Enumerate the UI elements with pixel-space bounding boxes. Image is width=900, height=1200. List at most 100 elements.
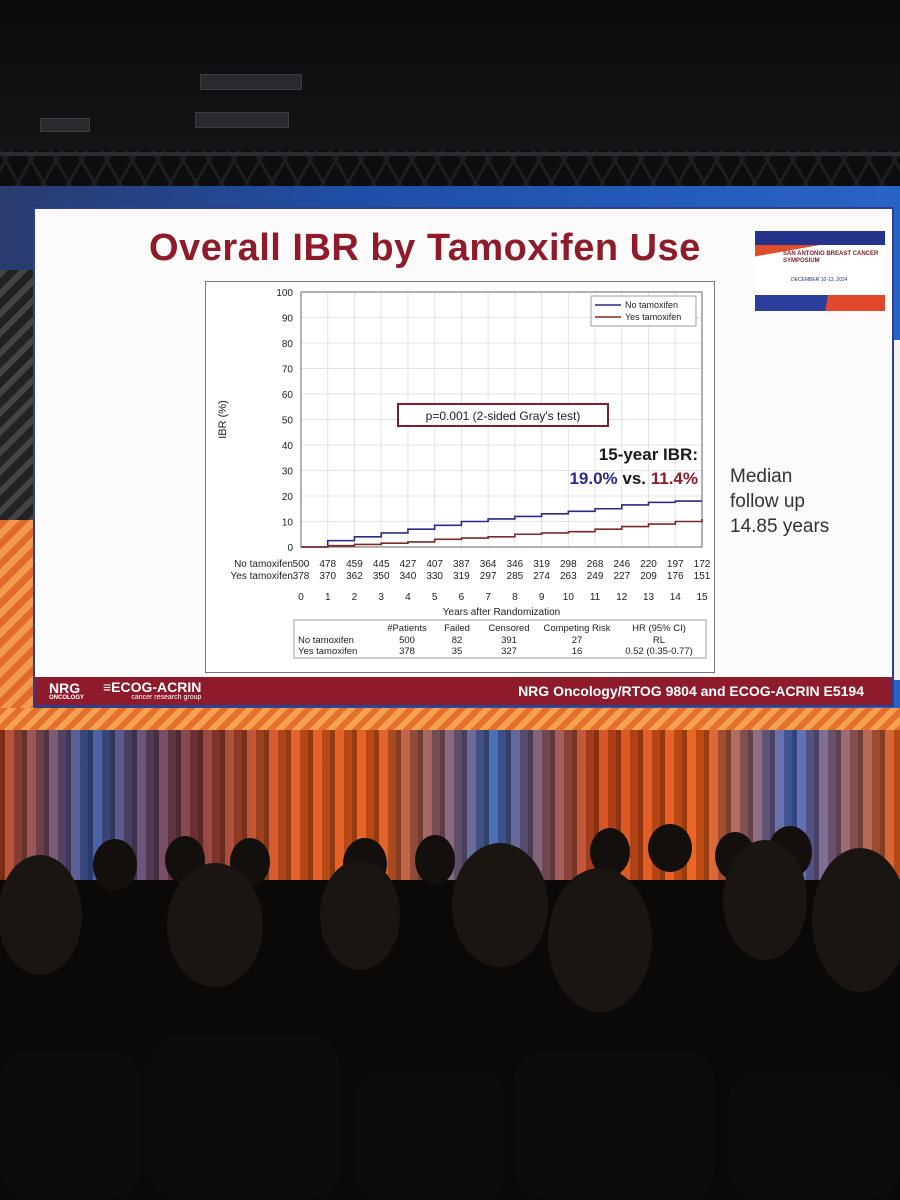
risk-row-label: Yes tamoxifen <box>231 571 293 582</box>
risk-count: 297 <box>480 571 497 582</box>
slide-title: Overall IBR by Tamoxifen Use <box>149 227 701 269</box>
summary-cell: 500 <box>399 635 415 646</box>
lighting-truss <box>0 150 900 198</box>
audience-head <box>812 848 900 992</box>
risk-count: 246 <box>613 559 630 570</box>
follow-up-line: Median <box>730 466 793 487</box>
risk-count: 285 <box>507 571 524 582</box>
summary-cell: 82 <box>452 635 463 646</box>
summary-header: Failed <box>444 623 470 634</box>
series-line-yes-tamoxifen <box>301 518 703 548</box>
risk-count: 427 <box>400 559 417 570</box>
nrg-logo-text: NRG <box>49 680 81 696</box>
risk-count: 319 <box>533 559 550 570</box>
risk-count: 330 <box>426 571 443 582</box>
y-tick-label: 20 <box>282 492 294 503</box>
ibr-callout-part: 11.4% <box>651 469 698 488</box>
risk-count: 378 <box>293 571 310 582</box>
ecog-logo-text: ≡ECOG-ACRIN <box>103 679 202 695</box>
audience-silhouettes <box>0 824 900 1200</box>
risk-count: 176 <box>667 571 684 582</box>
audience-head <box>93 839 137 891</box>
nrg-oncology-logo: NRG ONCOLOGY <box>49 681 84 701</box>
nrg-logo-sub: ONCOLOGY <box>49 695 85 701</box>
y-tick-label: 100 <box>276 288 293 299</box>
summary-cell: 35 <box>452 646 463 657</box>
risk-count: 362 <box>346 571 363 582</box>
x-tick-label: 13 <box>643 592 655 603</box>
summary-cell: RL <box>653 635 665 646</box>
risk-count: 172 <box>694 559 711 570</box>
follow-up-line: 14.85 years <box>730 516 830 537</box>
risk-row-label: No tamoxifen <box>234 559 293 570</box>
risk-count: 220 <box>640 559 657 570</box>
legend-label: No tamoxifen <box>625 300 678 310</box>
seat-back <box>0 1050 140 1200</box>
x-tick-label: 11 <box>590 592 601 603</box>
risk-count: 151 <box>694 571 711 582</box>
x-tick-label: 0 <box>298 592 304 603</box>
x-tick-label: 10 <box>563 592 575 603</box>
ceiling-light-fixture <box>200 74 302 90</box>
x-tick-label: 7 <box>485 592 491 603</box>
audience-head <box>590 828 630 876</box>
ecog-logo-sub: cancer research group <box>131 694 202 701</box>
chart-panel: 0 10 20 30 40 50 60 70 80 90 100 IBR (%) No tamoxife… <box>205 281 715 673</box>
summary-header: #Patients <box>387 623 427 634</box>
summary-cell: Yes tamoxifen <box>298 646 357 657</box>
y-tick-label: 60 <box>282 390 294 401</box>
seat-back <box>515 1050 715 1200</box>
risk-count: 350 <box>373 571 390 582</box>
slide-footer-ribbon: NRG ONCOLOGY ≡ECOG-ACRIN cancer research… <box>35 677 892 705</box>
audience-row-middle <box>0 840 900 1012</box>
y-axis-label: IBR (%) <box>217 400 229 439</box>
audience-head <box>648 824 692 872</box>
summary-cell: 327 <box>501 646 517 657</box>
y-tick-label: 70 <box>282 365 294 376</box>
y-tick-label: 40 <box>282 441 294 452</box>
x-tick-label: 8 <box>512 592 518 603</box>
x-tick-label: 14 <box>670 592 682 603</box>
ibr-callout-part: vs. <box>618 469 651 488</box>
plot-border <box>300 291 703 548</box>
summary-cell: No tamoxifen <box>298 635 354 646</box>
risk-count: 346 <box>507 559 524 570</box>
audience-head <box>320 860 400 970</box>
audience-head <box>415 835 455 885</box>
median-follow-up-note: Median follow up 14.85 years <box>730 464 829 539</box>
risk-count: 407 <box>426 559 443 570</box>
audience-head <box>723 840 807 960</box>
summary-table-border <box>293 619 707 659</box>
ibr-callout-values: 19.0% vs. 11.4% <box>569 469 698 488</box>
y-tick-label: 80 <box>282 339 294 350</box>
risk-count: 319 <box>453 571 470 582</box>
p-value-box <box>397 403 609 427</box>
y-tick-label: 50 <box>282 416 294 427</box>
y-tick-label: 10 <box>282 518 294 529</box>
risk-count: 370 <box>319 571 336 582</box>
summary-cell: 391 <box>501 635 517 646</box>
ceiling-light-fixture <box>40 118 90 132</box>
follow-up-line: follow up <box>730 491 805 512</box>
summary-cell: 0.52 (0.35-0.77) <box>625 646 693 657</box>
risk-count: 249 <box>587 571 604 582</box>
risk-count: 197 <box>667 559 684 570</box>
summary-header: HR (95% CI) <box>632 623 686 634</box>
risk-count: 478 <box>319 559 336 570</box>
ibr-callout-head: 15-year IBR: <box>599 445 698 464</box>
risk-count: 274 <box>533 571 550 582</box>
audience-head <box>452 843 548 967</box>
x-axis-label: Years after Randomization <box>443 607 560 618</box>
x-tick-label: 3 <box>378 592 384 603</box>
audience-row-front <box>0 1035 900 1200</box>
symposium-logo-text: SAN ANTONIO BREAST CANCER SYMPOSIUM <box>783 251 879 264</box>
symposium-logo-date: DECEMBER 10-13, 2024 <box>791 277 848 283</box>
y-tick-label: 30 <box>282 467 294 478</box>
risk-count: 364 <box>480 559 497 570</box>
seat-back <box>355 1070 505 1200</box>
series-line-no-tamoxifen <box>301 500 702 548</box>
seat-back <box>150 1035 340 1200</box>
legend-label: Yes tamoxifen <box>625 312 681 322</box>
screen-side-decoration-orange <box>0 520 34 730</box>
